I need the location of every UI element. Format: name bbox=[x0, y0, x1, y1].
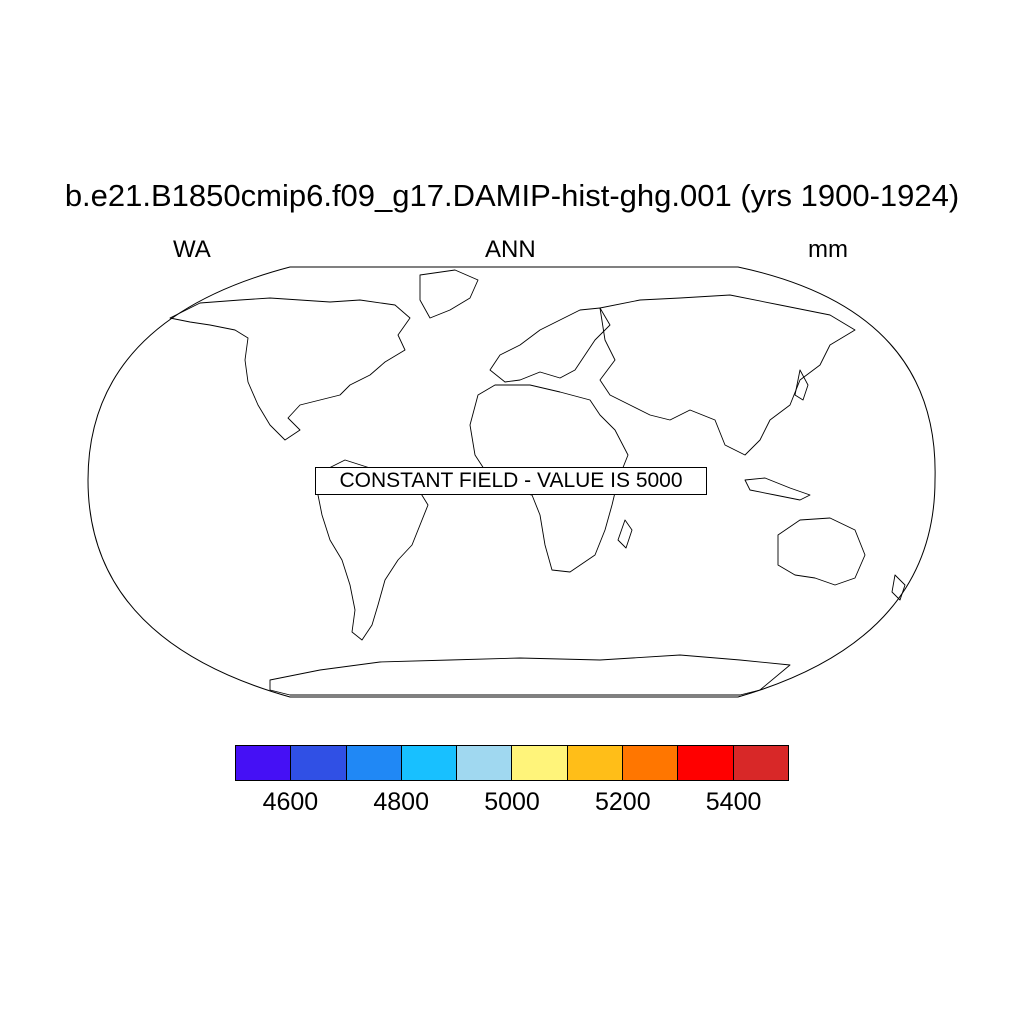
colorbar-box bbox=[457, 746, 513, 780]
colorbar-box bbox=[733, 746, 788, 780]
plot-title: b.e21.B1850cmip6.f09_g17.DAMIP-hist-ghg.… bbox=[64, 178, 960, 213]
left-string-variable: WA bbox=[173, 236, 211, 263]
colorbar-box bbox=[346, 746, 402, 780]
colorbar-box bbox=[401, 746, 458, 780]
colorbar-tick-label: 4800 bbox=[373, 788, 429, 816]
colorbar-tick-label: 5400 bbox=[705, 788, 762, 816]
coastline-japan bbox=[794, 369, 809, 401]
center-string-season: ANN bbox=[485, 236, 536, 263]
colorbar-box bbox=[512, 746, 568, 780]
colorbar-box bbox=[567, 746, 624, 780]
coastline-asia bbox=[599, 294, 856, 456]
colorbar-tick-label: 4600 bbox=[262, 788, 319, 816]
coastline-indonesia bbox=[744, 477, 811, 501]
colorbar-box bbox=[623, 746, 679, 780]
coastline-antarctica bbox=[269, 654, 791, 696]
right-string-units: mm bbox=[808, 236, 848, 263]
coastline-australia bbox=[777, 517, 866, 586]
coastline-madagascar bbox=[617, 519, 633, 549]
colorbar-box bbox=[291, 746, 347, 780]
coastline-greenland bbox=[419, 269, 479, 319]
colorbar-box bbox=[236, 746, 292, 780]
colorbar-tick-label: 5000 bbox=[484, 788, 540, 816]
colorbar-box bbox=[678, 746, 734, 780]
constant-field-annotation: CONSTANT FIELD - VALUE IS 5000 bbox=[315, 467, 707, 495]
coastline-europe bbox=[489, 307, 611, 383]
colorbar-tick-label: 5200 bbox=[594, 788, 651, 816]
coastline-north-america bbox=[169, 297, 411, 441]
colorbar bbox=[235, 745, 789, 781]
coastline-new-zealand bbox=[891, 574, 906, 601]
